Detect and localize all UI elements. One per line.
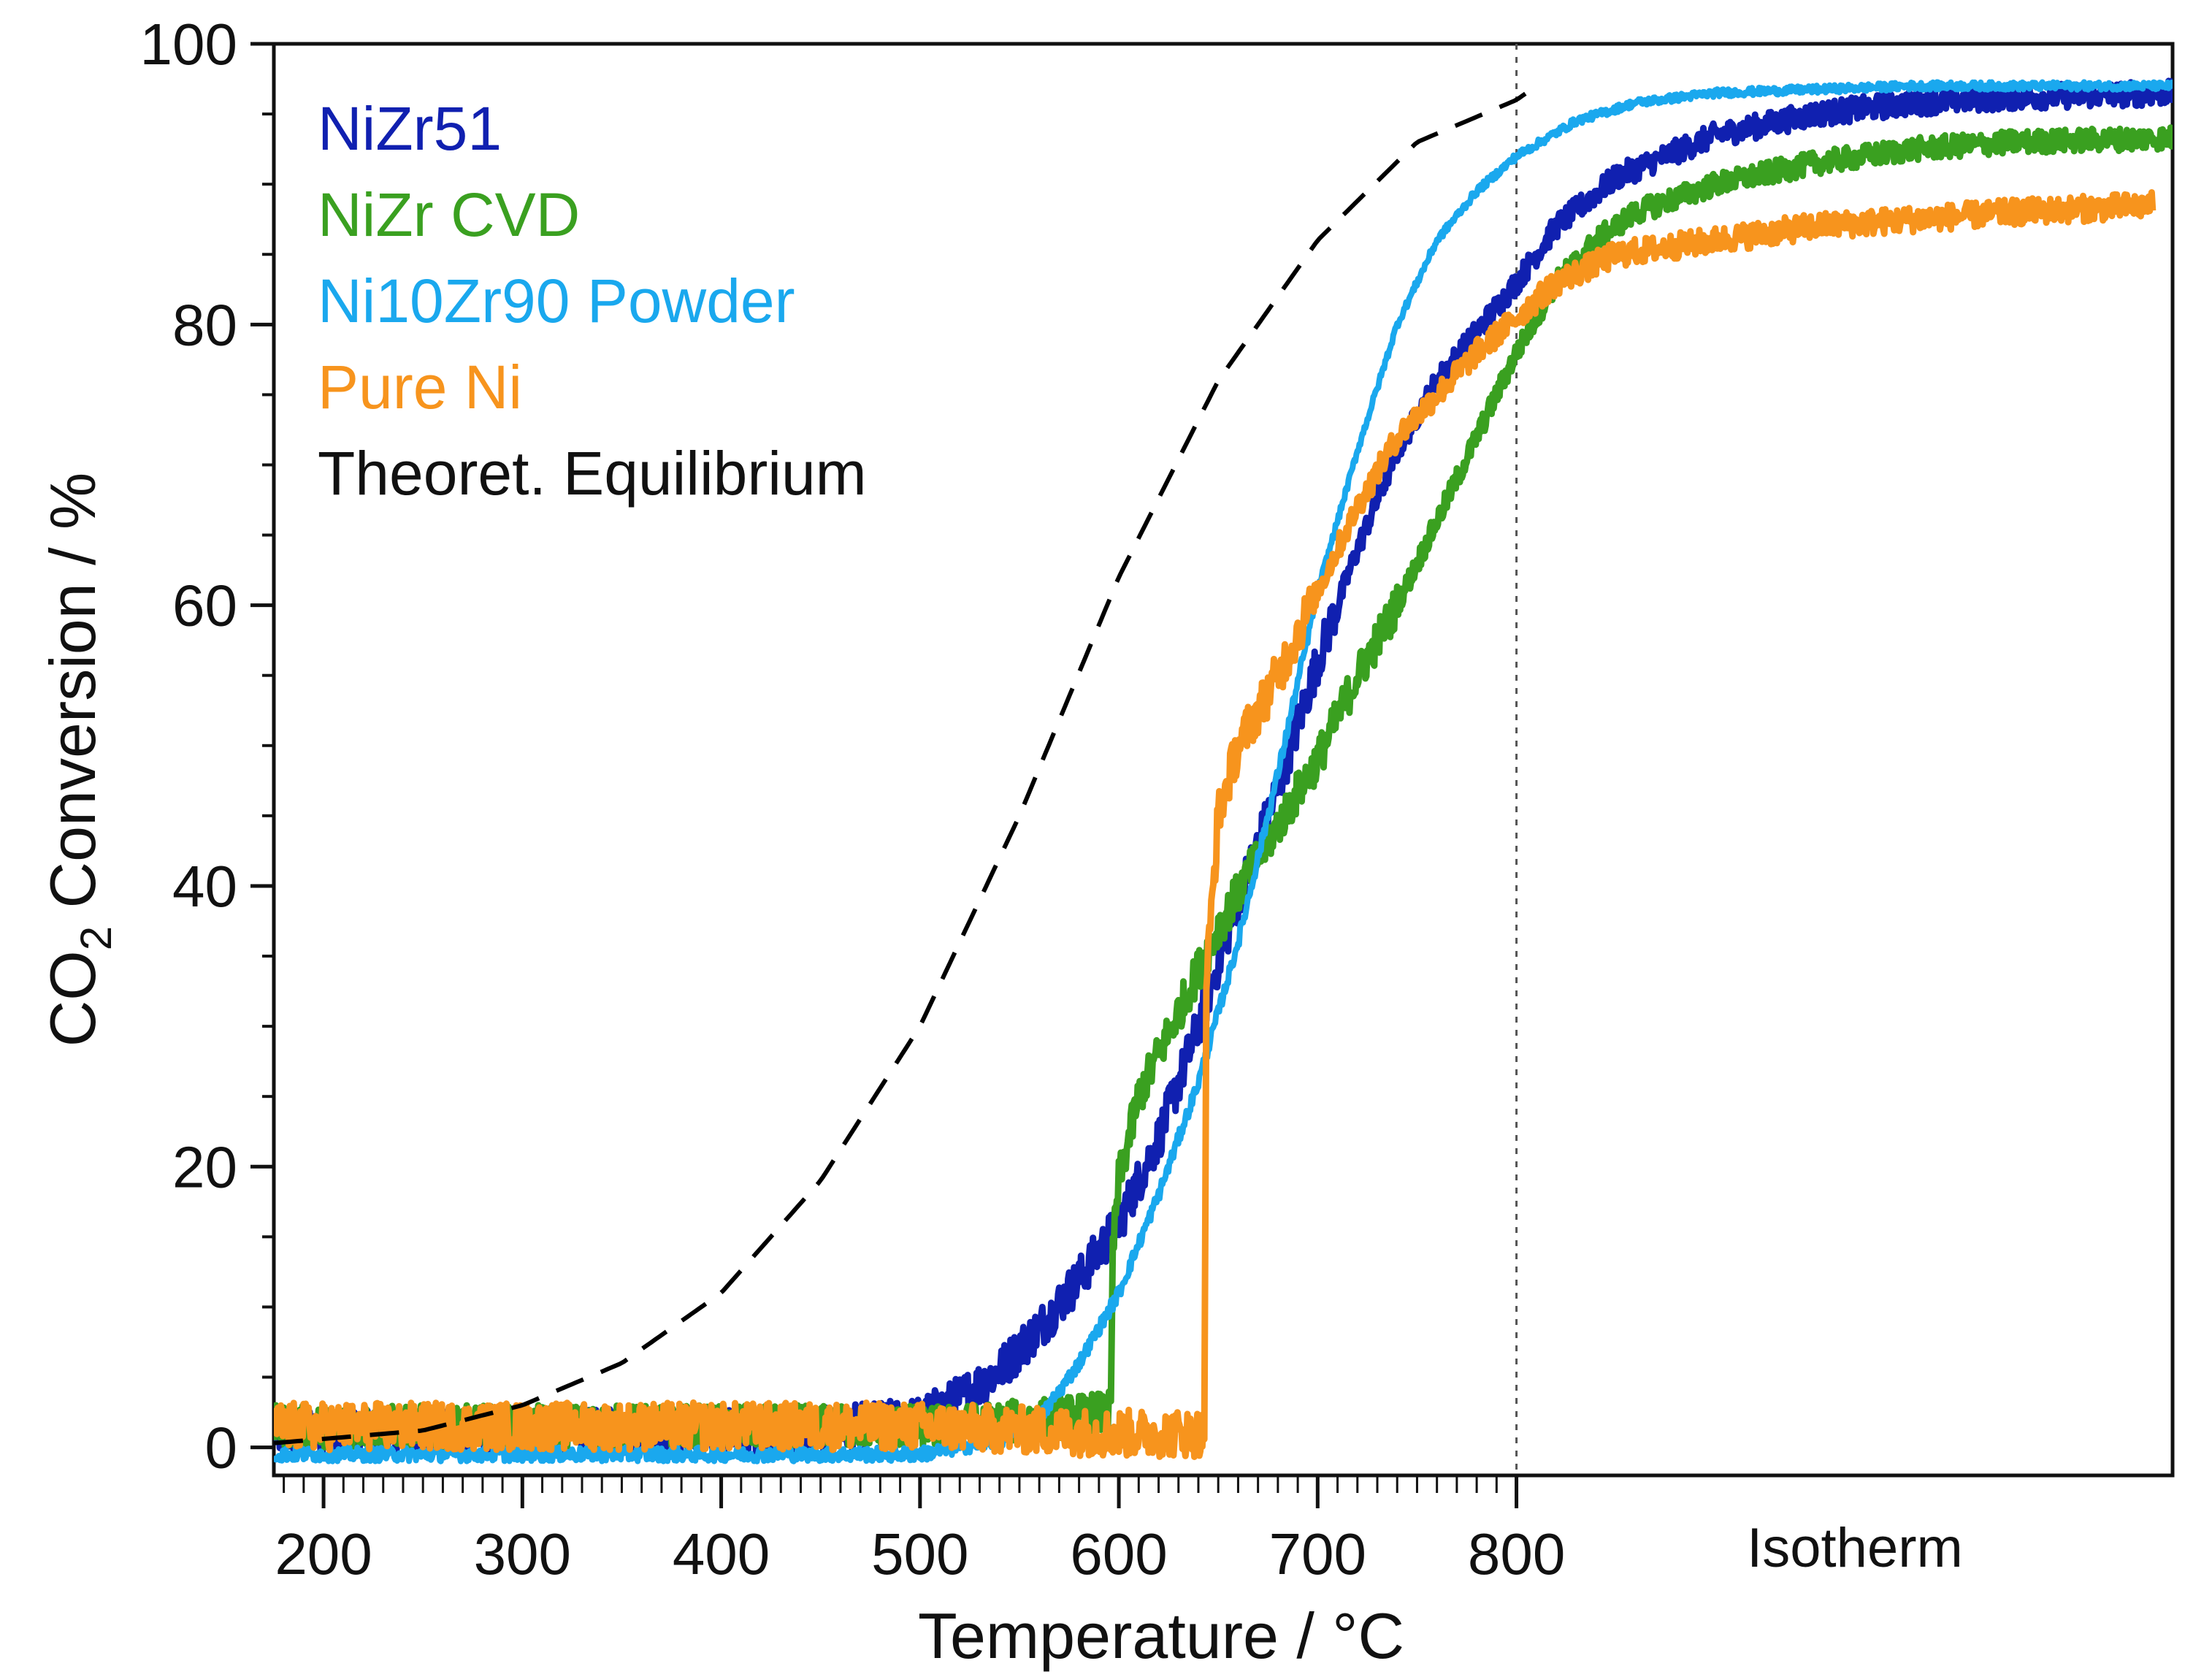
legend: NiZr51 NiZr CVD Ni10Zr90 Powder Pure Ni Theo… bbox=[318, 94, 867, 508]
x-tick-label: 800 bbox=[1468, 1521, 1565, 1586]
y-tick-label: 100 bbox=[140, 12, 237, 77]
x-tick-label: 200 bbox=[275, 1521, 372, 1586]
y-tick-label: 60 bbox=[172, 573, 237, 638]
y-axis-title-post: Conversion / % bbox=[37, 473, 109, 926]
y-axis-title: CO2 Conversion / % bbox=[37, 473, 120, 1047]
x-tick-label: 400 bbox=[673, 1521, 770, 1586]
legend-entry-pure-ni: Pure Ni bbox=[318, 353, 522, 421]
isotherm-label: Isotherm bbox=[1747, 1517, 1963, 1579]
legend-entry-nizr51: NiZr51 bbox=[318, 94, 502, 163]
legend-entry-theoret-equilibrium: Theoret. Equilibrium bbox=[318, 439, 867, 508]
y-tick-label: 40 bbox=[172, 854, 237, 919]
y-tick-label: 20 bbox=[172, 1134, 237, 1199]
x-tick-label: 700 bbox=[1269, 1521, 1366, 1586]
plot-area-frame bbox=[272, 42, 2175, 1478]
series-line-theoret-equilibrium bbox=[274, 85, 1536, 1445]
series-line-pure-ni bbox=[274, 189, 2156, 1460]
x-tick-label: 600 bbox=[1070, 1521, 1167, 1586]
x-tick-label: 300 bbox=[474, 1521, 571, 1586]
x-axis-title: Temperature / °C bbox=[918, 1600, 1404, 1672]
y-tick-label: 80 bbox=[172, 292, 237, 357]
legend-entry-ni10zr90-powder: Ni10Zr90 Powder bbox=[318, 267, 795, 335]
x-tick-label: 500 bbox=[871, 1521, 968, 1586]
y-axis-title-sub: 2 bbox=[72, 926, 120, 950]
series-line-ni10zr90-powder bbox=[274, 79, 2173, 1464]
y-axis-title-pre: CO bbox=[37, 950, 109, 1047]
legend-entry-nizr-cvd: NiZr CVD bbox=[318, 180, 580, 249]
y-tick-label: 0 bbox=[205, 1416, 238, 1481]
